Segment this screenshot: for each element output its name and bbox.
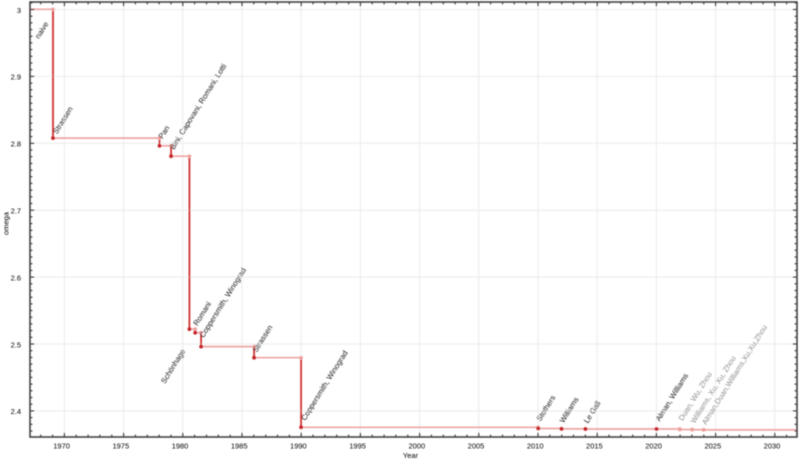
svg-text:2030: 2030 [764,441,781,450]
svg-text:2.5: 2.5 [11,340,21,349]
svg-text:2025: 2025 [704,441,721,450]
svg-text:1980: 1980 [172,441,189,450]
svg-text:2000: 2000 [408,441,425,450]
svg-text:Year: Year [403,451,419,460]
svg-text:2010: 2010 [527,441,544,450]
svg-text:2.4: 2.4 [11,407,21,416]
svg-text:omega: omega [1,211,10,235]
svg-text:2020: 2020 [645,441,662,450]
svg-text:2005: 2005 [468,441,485,450]
svg-text:1985: 1985 [231,441,248,450]
svg-text:1970: 1970 [53,441,70,450]
svg-text:2.8: 2.8 [11,140,21,149]
svg-text:1995: 1995 [349,441,366,450]
svg-text:1990: 1990 [290,441,307,450]
svg-text:1975: 1975 [112,441,129,450]
svg-text:2.9: 2.9 [11,73,21,82]
svg-text:3: 3 [17,6,21,15]
svg-text:2.6: 2.6 [11,273,21,282]
svg-text:2.7: 2.7 [11,207,21,216]
svg-text:2015: 2015 [586,441,603,450]
